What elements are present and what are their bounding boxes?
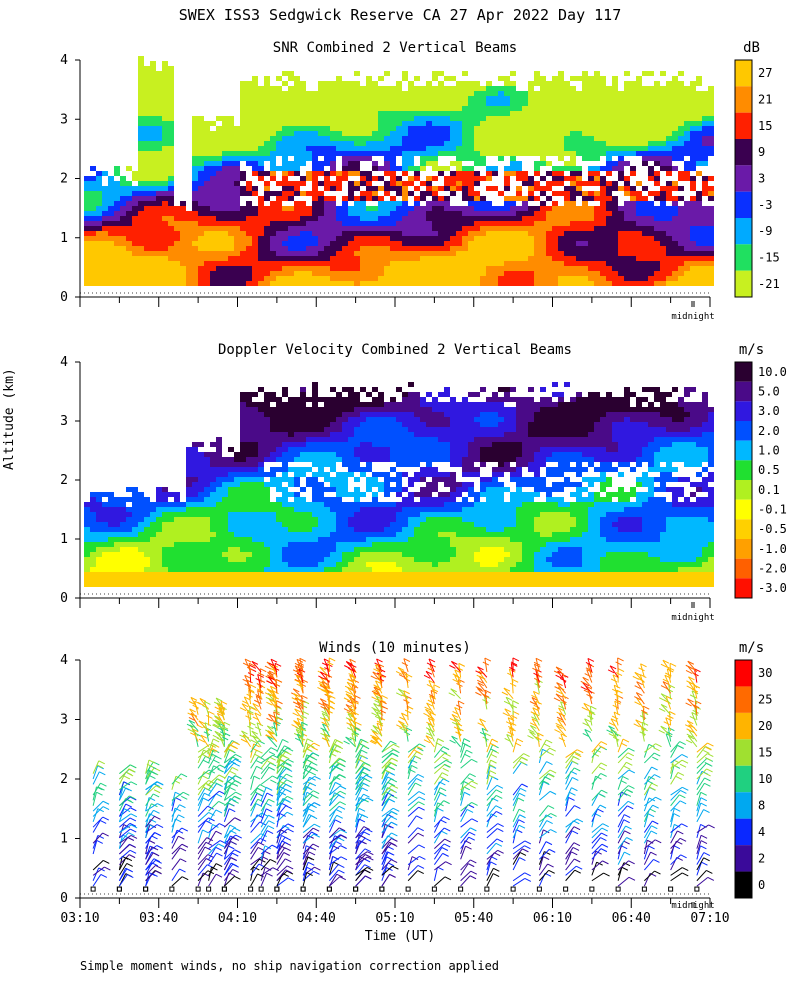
colorbar: 27 21 15 9 3 -3 -9 -15 -21 dB xyxy=(734,40,780,298)
colorbar-label: 8 xyxy=(758,798,765,812)
colorbar-label: 10 xyxy=(758,772,772,786)
colorbar-label: -0.1 xyxy=(758,503,787,517)
y-tick-label: 2 xyxy=(60,473,68,488)
midnight-label: midnight xyxy=(671,613,714,623)
colorbar-label: 3.0 xyxy=(758,404,780,418)
x-tick-label: 03:40 xyxy=(139,911,178,926)
colorbar-label: 15 xyxy=(758,119,772,133)
midnight-label: midnight xyxy=(671,901,714,911)
colorbar-label: 2 xyxy=(758,851,765,865)
x-tick-label: 06:40 xyxy=(612,911,651,926)
x-tick-label: 05:10 xyxy=(375,911,414,926)
footnote: Simple moment winds, no ship navigation … xyxy=(80,959,500,973)
colorbar-unit: m/s xyxy=(739,342,764,358)
colorbar-label: -0.5 xyxy=(758,522,787,536)
y-tick-label: 3 xyxy=(60,713,68,728)
colorbar-label: 0.1 xyxy=(758,483,780,497)
colorbar-label: -2.0 xyxy=(758,562,787,576)
colorbar-label: -15 xyxy=(758,251,780,265)
colorbar-unit: m/s xyxy=(739,640,764,656)
colorbar-label: 3 xyxy=(758,172,765,186)
y-tick-label: 3 xyxy=(60,112,68,127)
x-tick-label: 07:10 xyxy=(690,911,729,926)
colorbar-unit: dB xyxy=(743,40,760,56)
plot-area xyxy=(90,657,715,892)
colorbar-label: 9 xyxy=(758,145,765,159)
colorbar-label: 0.5 xyxy=(758,463,780,477)
y-tick-label: 4 xyxy=(60,355,68,370)
panel-title: Doppler Velocity Combined 2 Vertical Bea… xyxy=(218,342,572,358)
colorbar-label: 21 xyxy=(758,93,772,107)
y-tick-label: 0 xyxy=(60,290,68,305)
y-tick-label: 2 xyxy=(60,772,68,787)
colorbar-label: -3 xyxy=(758,198,772,212)
colorbar-label: 2.0 xyxy=(758,424,780,438)
y-tick-label: 4 xyxy=(60,53,68,68)
panel-title: SNR Combined 2 Vertical Beams xyxy=(273,40,517,56)
panel-2: Doppler Velocity Combined 2 Vertical Bea… xyxy=(60,342,787,623)
x-tick-label: 06:10 xyxy=(533,911,572,926)
colorbar-label: -21 xyxy=(758,277,780,291)
x-tick-label: 03:10 xyxy=(60,911,99,926)
colorbar-label: 10.0 xyxy=(758,365,787,379)
colorbar-label: 25 xyxy=(758,693,772,707)
x-tick-label: 04:40 xyxy=(297,911,336,926)
colorbar-label: 4 xyxy=(758,825,765,839)
y-tick-label: 2 xyxy=(60,172,68,187)
y-tick-label: 3 xyxy=(60,414,68,429)
colorbar-label: 1.0 xyxy=(758,444,780,458)
colorbar-label: -9 xyxy=(758,224,772,238)
y-tick-label: 1 xyxy=(60,231,68,246)
x-tick-label: 04:10 xyxy=(218,911,257,926)
y-tick-label: 4 xyxy=(60,653,68,668)
colorbar-label: -3.0 xyxy=(758,581,787,595)
colorbar: 10.0 5.0 3.0 2.0 1.0 0.5 0.1 -0.1 -0.5 -1.0 -2.0 -3… xyxy=(734,342,787,599)
colorbar-label: 30 xyxy=(758,666,772,680)
figure-title: SWEX ISS3 Sedgwick Reserve CA 27 Apr 202… xyxy=(178,6,622,24)
plot-area xyxy=(84,382,714,587)
x-tick-label: 05:40 xyxy=(454,911,493,926)
panel-1: SNR Combined 2 Vertical Beams 0 1 2 3 4 midnig… xyxy=(60,40,780,322)
midnight-label: midnight xyxy=(671,312,714,322)
colorbar-label: 5.0 xyxy=(758,385,780,399)
y-tick-label: 1 xyxy=(60,832,68,847)
panel-title: Winds (10 minutes) xyxy=(319,640,471,656)
y-tick-label: 0 xyxy=(60,891,68,906)
plot-area xyxy=(84,56,714,286)
colorbar-label: 20 xyxy=(758,719,772,733)
y-tick-label: 1 xyxy=(60,532,68,547)
colorbar-label: 15 xyxy=(758,746,772,760)
colorbar-label: 0 xyxy=(758,878,765,892)
y-tick-label: 0 xyxy=(60,591,68,606)
x-axis-label: Time (UT) xyxy=(364,929,436,944)
colorbar-label: 27 xyxy=(758,66,772,80)
colorbar-label: -1.0 xyxy=(758,542,787,556)
